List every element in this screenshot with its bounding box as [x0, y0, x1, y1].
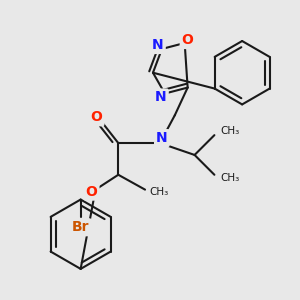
- Text: N: N: [152, 38, 164, 52]
- Text: CH₃: CH₃: [149, 187, 168, 196]
- Text: N: N: [155, 91, 167, 104]
- Text: O: O: [182, 33, 194, 47]
- Text: N: N: [156, 131, 168, 145]
- Text: O: O: [85, 184, 98, 199]
- Text: CH₃: CH₃: [220, 173, 240, 183]
- Text: CH₃: CH₃: [220, 126, 240, 136]
- Text: O: O: [91, 110, 102, 124]
- Text: Br: Br: [72, 220, 89, 234]
